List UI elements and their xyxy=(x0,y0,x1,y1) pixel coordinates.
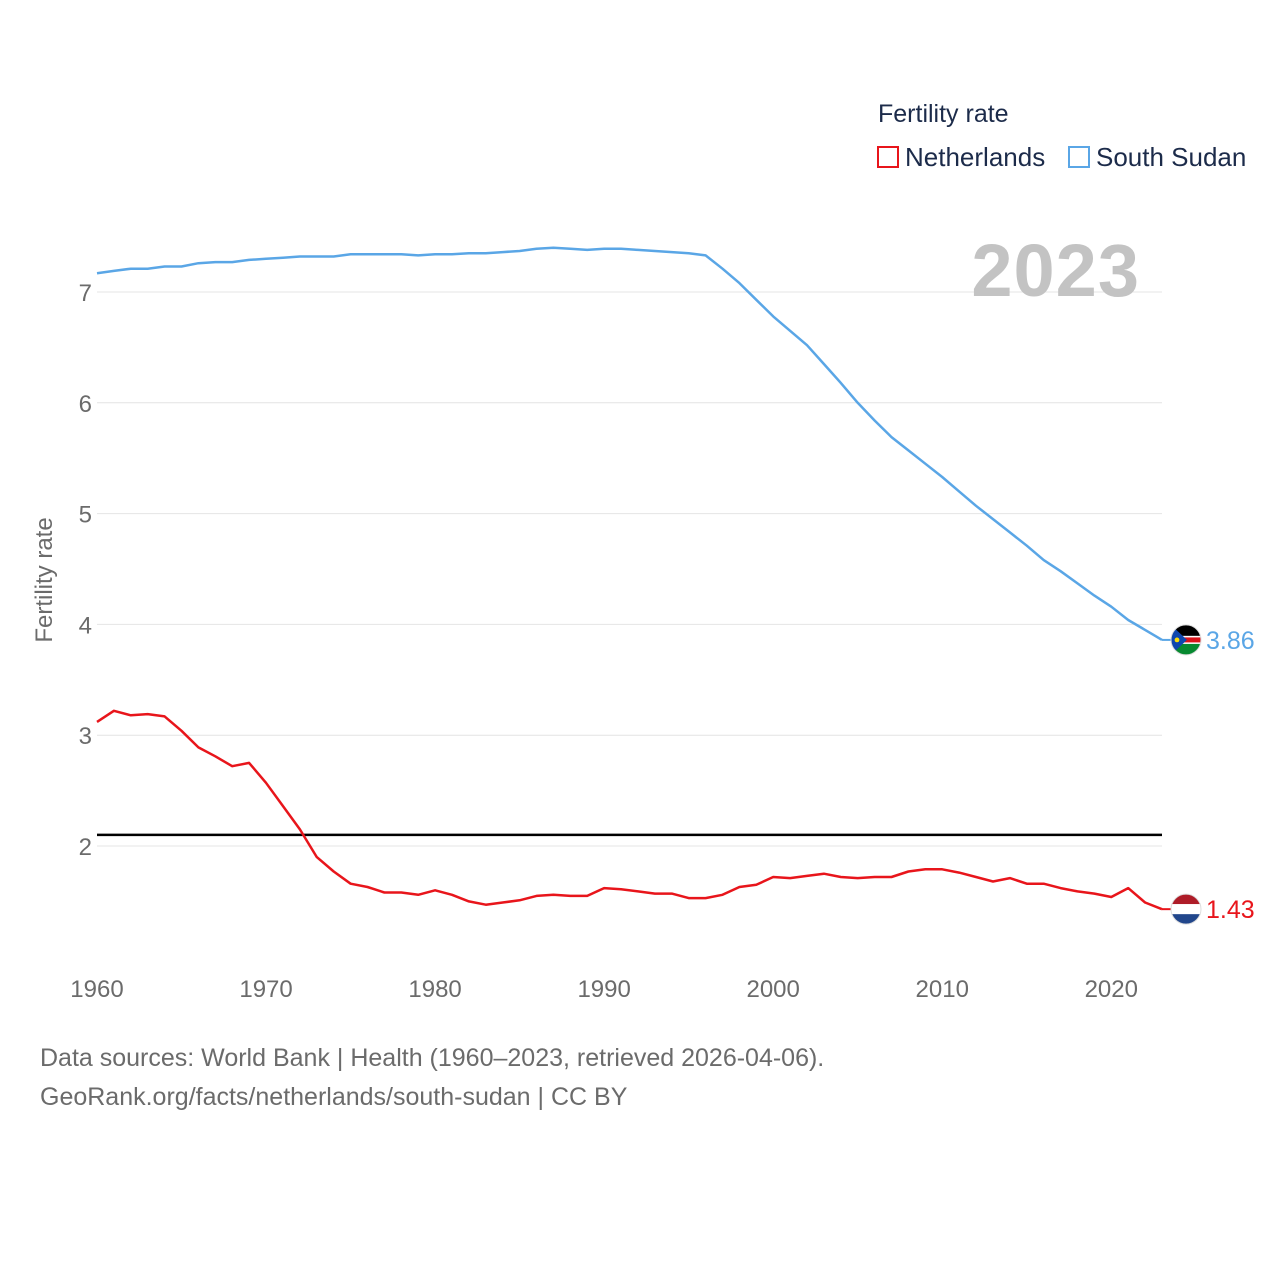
x-tick-label: 1970 xyxy=(239,976,292,1003)
y-tick-label: 4 xyxy=(79,612,92,639)
legend-item-south-sudan[interactable]: South Sudan xyxy=(1068,142,1246,172)
end-markers: 1.43 3.86 xyxy=(1162,624,1255,925)
end-value-label-netherlands: 1.43 xyxy=(1206,896,1255,924)
legend-swatch-netherlands xyxy=(877,146,899,168)
legend-swatch-south-sudan xyxy=(1068,146,1090,168)
y-axis-ticks: 2 3 4 5 6 7 xyxy=(79,280,92,861)
legend-item-netherlands[interactable]: Netherlands xyxy=(877,142,1045,172)
grid xyxy=(97,291,1162,847)
y-axis-label: Fertility rate xyxy=(31,517,58,642)
x-tick-label: 2010 xyxy=(916,976,969,1003)
series-line-netherlands[interactable] xyxy=(96,709,1163,911)
x-tick-label: 1980 xyxy=(408,976,461,1003)
y-tick-label: 3 xyxy=(79,723,92,750)
y-tick-label: 5 xyxy=(79,502,92,529)
x-tick-label: 1990 xyxy=(577,976,630,1003)
legend-label-south-sudan: South Sudan xyxy=(1096,141,1247,172)
y-tick-label: 6 xyxy=(79,391,92,418)
end-value-label-south-sudan: 3.86 xyxy=(1206,627,1255,655)
series-group xyxy=(96,246,1163,911)
y-tick-label: 2 xyxy=(79,834,92,861)
x-tick-label: 2000 xyxy=(746,976,799,1003)
legend-label-netherlands: Netherlands xyxy=(905,141,1046,172)
current-year-label: 2023 xyxy=(971,229,1140,312)
footer-source: Data sources: World Bank | Health (1960–… xyxy=(40,1044,825,1072)
legend-title: Fertility rate xyxy=(878,100,1009,128)
flag-icon-south-sudan xyxy=(1170,624,1202,656)
flag-icon-netherlands xyxy=(1170,893,1202,925)
x-tick-label: 2020 xyxy=(1085,976,1138,1003)
x-tick-label: 1960 xyxy=(70,976,123,1003)
x-axis-ticks: 1960 1970 1980 1990 2000 2010 2020 xyxy=(70,976,1138,1003)
series-line-south-sudan[interactable] xyxy=(96,246,1163,641)
footer-link[interactable]: GeoRank.org/facts/netherlands/south-suda… xyxy=(40,1083,628,1111)
y-tick-label: 7 xyxy=(79,280,92,307)
